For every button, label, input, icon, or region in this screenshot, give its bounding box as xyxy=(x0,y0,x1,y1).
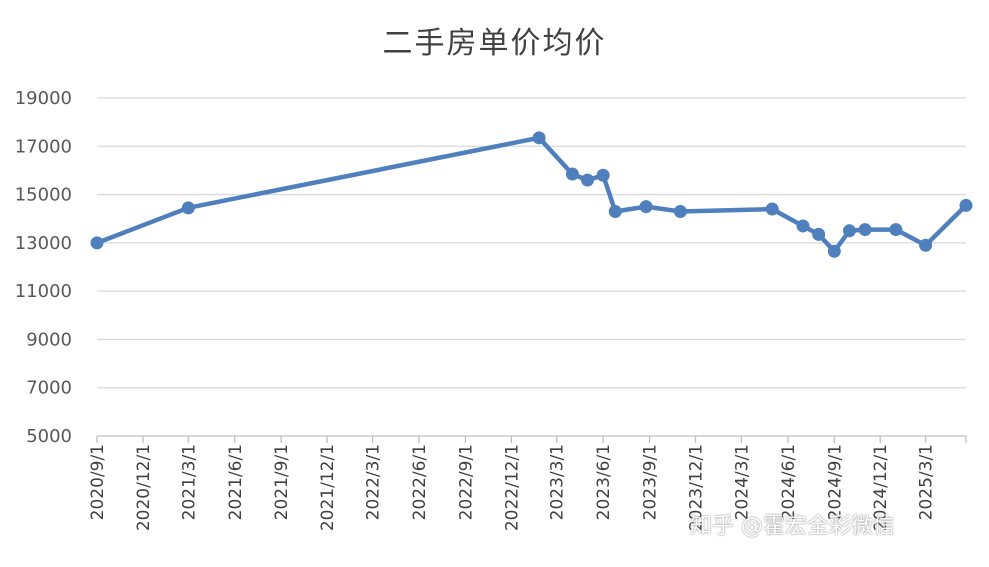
x-tick-label: 2021/3/1 xyxy=(179,444,199,520)
x-tick-label: 2024/6/1 xyxy=(779,444,799,520)
data-point xyxy=(181,201,195,215)
x-tick-label: 2025/3/1 xyxy=(917,444,937,520)
x-tick-label: 2020/9/1 xyxy=(88,444,108,520)
series xyxy=(90,131,973,258)
x-tick-label: 2024/3/1 xyxy=(732,444,752,520)
data-point xyxy=(796,219,810,233)
y-tick-label: 5000 xyxy=(26,426,72,447)
data-point xyxy=(596,168,610,182)
data-point xyxy=(812,227,826,241)
y-tick-label: 7000 xyxy=(26,378,72,399)
data-point xyxy=(673,204,687,218)
x-tick-label: 2022/12/1 xyxy=(502,444,522,531)
data-point xyxy=(532,131,546,145)
x-axis xyxy=(96,435,967,443)
x-tick-label: 2020/12/1 xyxy=(134,444,154,531)
x-tick-labels: 2020/9/1 2020/12/1 2021/3/1 2021/6/1 2021/9/… xyxy=(88,444,937,531)
x-tick-label: 2024/12/1 xyxy=(871,444,891,531)
data-point xyxy=(827,244,841,258)
y-tick-label: 13000 xyxy=(15,233,72,254)
x-tick-label: 2022/3/1 xyxy=(364,444,384,520)
data-point xyxy=(581,173,595,187)
data-point xyxy=(765,202,779,216)
x-tick-label: 2023/6/1 xyxy=(594,444,614,520)
x-tick-label: 2023/3/1 xyxy=(548,444,568,520)
x-tick-label: 2022/9/1 xyxy=(456,444,476,520)
y-tick-label: 15000 xyxy=(15,185,72,206)
chart-title: 二手房单价均价 xyxy=(382,26,607,61)
x-tick-label: 2021/12/1 xyxy=(318,444,338,531)
y-tick-label: 17000 xyxy=(15,136,72,157)
data-point xyxy=(889,223,903,237)
y-tick-label: 9000 xyxy=(26,329,72,350)
x-tick-label: 2023/9/1 xyxy=(641,444,661,520)
x-tick-label: 2021/6/1 xyxy=(226,444,246,520)
y-axis: 5000 7000 9000 11000 13000 15000 17000 19000 xyxy=(15,88,72,447)
data-point xyxy=(919,238,933,252)
data-point xyxy=(565,167,579,181)
y-tick-label: 11000 xyxy=(15,281,72,302)
data-point xyxy=(842,224,856,238)
x-tick-label: 2023/12/1 xyxy=(687,444,707,531)
x-tick-label: 2024/9/1 xyxy=(825,444,845,520)
data-point xyxy=(608,204,622,218)
data-point xyxy=(959,198,973,212)
gridlines xyxy=(97,97,966,389)
y-tick-label: 19000 xyxy=(15,88,72,109)
data-point xyxy=(858,223,872,237)
data-point xyxy=(90,236,104,250)
data-point xyxy=(639,200,653,214)
watermark-text: 知乎 @霍宏全彩微信 xyxy=(690,514,895,539)
x-tick-label: 2022/6/1 xyxy=(410,444,430,520)
x-tick-label: 2021/9/1 xyxy=(272,444,292,520)
